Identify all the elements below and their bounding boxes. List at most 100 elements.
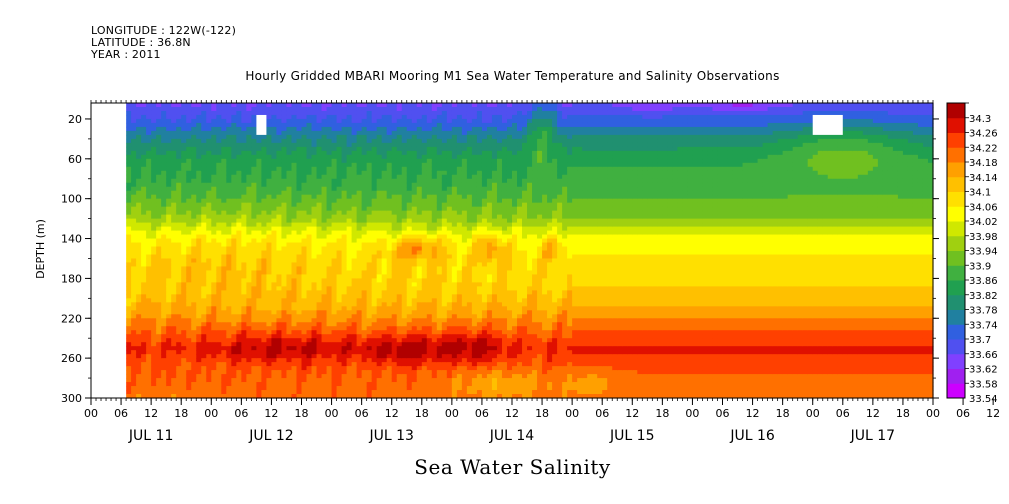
salinity-cell: [381, 378, 388, 383]
salinity-cell: [341, 374, 348, 379]
salinity-cell: [136, 330, 142, 335]
salinity-cell: [276, 202, 283, 208]
salinity-cell: [286, 126, 293, 132]
salinity-cell: [316, 314, 323, 319]
salinity-field: [126, 103, 934, 399]
salinity-cell: [296, 346, 303, 351]
salinity-cell: [271, 286, 278, 291]
salinity-cell: [341, 150, 348, 156]
salinity-cell: [321, 103, 328, 108]
salinity-cell: [286, 103, 293, 108]
salinity-cell: [181, 134, 187, 140]
salinity-cell: [191, 206, 197, 212]
salinity-cell: [306, 182, 313, 188]
salinity-cell: [346, 294, 353, 299]
salinity-cell: [266, 322, 273, 327]
salinity-cell: [326, 242, 333, 248]
salinity-cell: [331, 346, 338, 351]
salinity-cell: [301, 378, 308, 383]
salinity-cell: [436, 354, 443, 359]
salinity-cell: [336, 266, 343, 272]
salinity-cell: [256, 186, 262, 192]
salinity-cell: [451, 103, 458, 108]
salinity-cell: [136, 106, 142, 112]
salinity-cell: [461, 194, 468, 200]
salinity-cell: [136, 114, 142, 120]
salinity-cell: [136, 122, 142, 128]
salinity-cell: [181, 166, 187, 172]
salinity-cell: [196, 394, 202, 399]
salinity-cell: [286, 286, 293, 291]
salinity-cell: [436, 278, 443, 283]
salinity-cell: [271, 210, 278, 216]
salinity-cell: [231, 382, 237, 387]
salinity-cell: [131, 190, 137, 196]
salinity-cell: [461, 190, 468, 196]
salinity-cell: [276, 146, 283, 152]
salinity-cell: [216, 306, 222, 311]
salinity-cell: [321, 382, 328, 387]
salinity-cell: [146, 110, 152, 116]
salinity-cell: [376, 278, 383, 283]
salinity-cell: [456, 266, 463, 272]
salinity-cell: [401, 334, 408, 339]
salinity-cell: [326, 154, 333, 160]
salinity-cell: [391, 170, 398, 176]
salinity-cell: [401, 138, 408, 144]
salinity-cell: [286, 202, 293, 208]
salinity-cell: [216, 158, 222, 164]
salinity-cell: [446, 114, 453, 120]
salinity-cell: [286, 362, 293, 367]
salinity-cell: [156, 142, 162, 148]
salinity-cell: [391, 258, 398, 264]
salinity-cell: [291, 294, 298, 299]
salinity-cell: [456, 294, 463, 299]
salinity-cell: [136, 350, 142, 355]
salinity-cell: [311, 346, 318, 351]
salinity-cell: [246, 286, 252, 291]
salinity-cell: [236, 278, 242, 283]
salinity-cell: [266, 338, 273, 343]
salinity-cell: [456, 366, 463, 371]
salinity-cell: [406, 342, 413, 347]
salinity-cell: [206, 266, 212, 272]
salinity-cell: [221, 358, 227, 363]
salinity-cell: [246, 382, 252, 387]
salinity-cell: [126, 186, 132, 192]
salinity-cell: [246, 182, 252, 188]
salinity-cell: [346, 110, 353, 116]
salinity-cell: [131, 214, 137, 220]
salinity-cell: [381, 198, 388, 204]
salinity-cell: [321, 110, 328, 116]
salinity-cell: [391, 226, 398, 232]
salinity-cell: [211, 338, 217, 343]
salinity-cell: [356, 146, 363, 152]
salinity-cell: [436, 270, 443, 276]
salinity-cell: [161, 266, 167, 272]
salinity-cell: [406, 330, 413, 335]
salinity-cell: [271, 178, 278, 184]
salinity-cell: [311, 126, 318, 132]
salinity-cell: [251, 354, 257, 359]
salinity-cell: [171, 166, 177, 172]
salinity-cell: [226, 103, 232, 108]
salinity-cell: [461, 103, 468, 108]
salinity-cell: [296, 278, 303, 283]
salinity-cell: [456, 378, 463, 383]
salinity-cell: [256, 294, 262, 299]
salinity-cell: [431, 274, 438, 280]
salinity-cell: [161, 138, 167, 144]
salinity-cell: [381, 322, 388, 327]
salinity-cell: [456, 386, 463, 391]
salinity-cell: [286, 346, 293, 351]
salinity-cell: [356, 194, 363, 200]
salinity-cell: [196, 142, 202, 148]
salinity-cell: [396, 142, 403, 148]
salinity-cell: [231, 318, 237, 323]
salinity-cell: [321, 342, 328, 347]
salinity-cell: [246, 126, 252, 132]
salinity-cell: [356, 390, 363, 395]
salinity-cell: [296, 342, 303, 347]
salinity-cell: [386, 374, 393, 379]
salinity-cell: [146, 202, 152, 208]
